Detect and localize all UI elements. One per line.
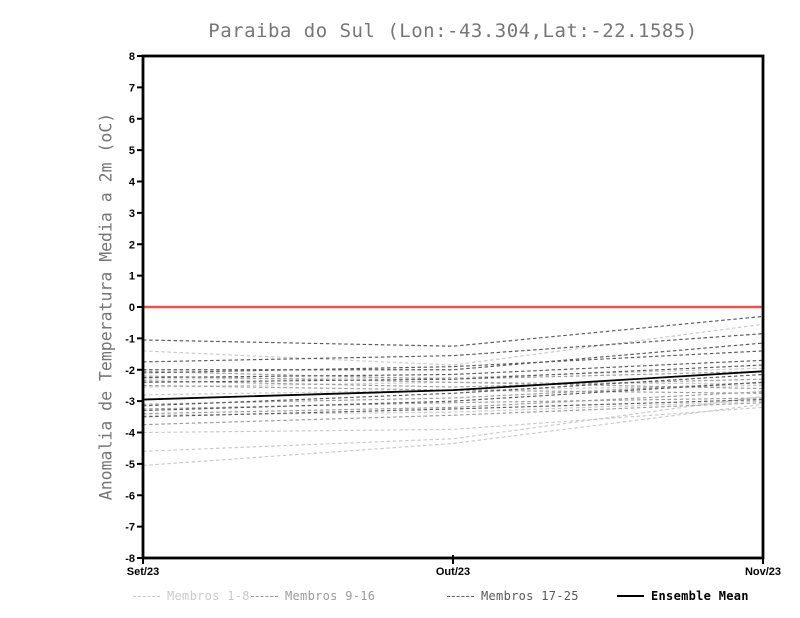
dashed-line-sample <box>133 595 160 597</box>
member-line-light <box>142 406 764 434</box>
legend-item-ensemble-mean: Ensemble Mean <box>617 590 749 602</box>
dashed-line-sample <box>447 595 474 597</box>
y-tick-label: -6 <box>125 490 135 502</box>
x-tick-label: Set/23 <box>127 566 159 578</box>
legend-item-membros-17-25: Membros 17-25 <box>447 590 579 602</box>
y-tick-label: -8 <box>125 553 135 565</box>
y-tick-label: -4 <box>125 428 136 440</box>
chart-title: Paraiba do Sul (Lon:-43.304,Lat:-22.1585… <box>208 20 698 42</box>
x-tick-label: Nov/23 <box>745 566 781 578</box>
y-tick-label: 3 <box>129 208 135 220</box>
y-tick-label: -7 <box>125 522 135 534</box>
legend-item-membros-9-16: Membros 9-16 <box>251 590 375 602</box>
legend-label: Membros 17-25 <box>481 589 579 603</box>
y-tick-label: 8 <box>129 51 135 63</box>
y-tick-label: 4 <box>129 177 136 189</box>
member-line-light <box>142 323 764 366</box>
y-tick-label: 6 <box>129 114 135 126</box>
member-line-dark <box>143 342 764 371</box>
y-tick-label: 7 <box>129 82 135 94</box>
y-tick-label: 0 <box>129 302 135 314</box>
legend-item-membros-1-8: Membros 1-8 <box>133 590 250 602</box>
ensemble-mean-line <box>142 370 764 401</box>
y-tick-label: 2 <box>129 239 135 251</box>
legend-label: Membros 9-16 <box>285 589 376 603</box>
member-line-light <box>142 395 764 452</box>
member-line-light <box>142 403 764 467</box>
solid-line-sample <box>617 595 644 597</box>
x-tick-label: Out/23 <box>436 566 470 578</box>
legend-label: Membros 1-8 <box>167 589 250 603</box>
y-tick-label: -2 <box>125 365 135 377</box>
member-line-dark <box>142 315 764 347</box>
y-tick-label: -3 <box>125 396 135 408</box>
legend-label: Ensemble Mean <box>651 589 749 603</box>
member-line-dark <box>142 333 764 363</box>
y-tick-label: 5 <box>129 145 135 157</box>
y-tick-label: -5 <box>125 459 135 471</box>
y-tick-label: 1 <box>129 271 135 283</box>
y-tick-label: -1 <box>125 333 135 345</box>
dashed-line-sample <box>251 595 278 597</box>
